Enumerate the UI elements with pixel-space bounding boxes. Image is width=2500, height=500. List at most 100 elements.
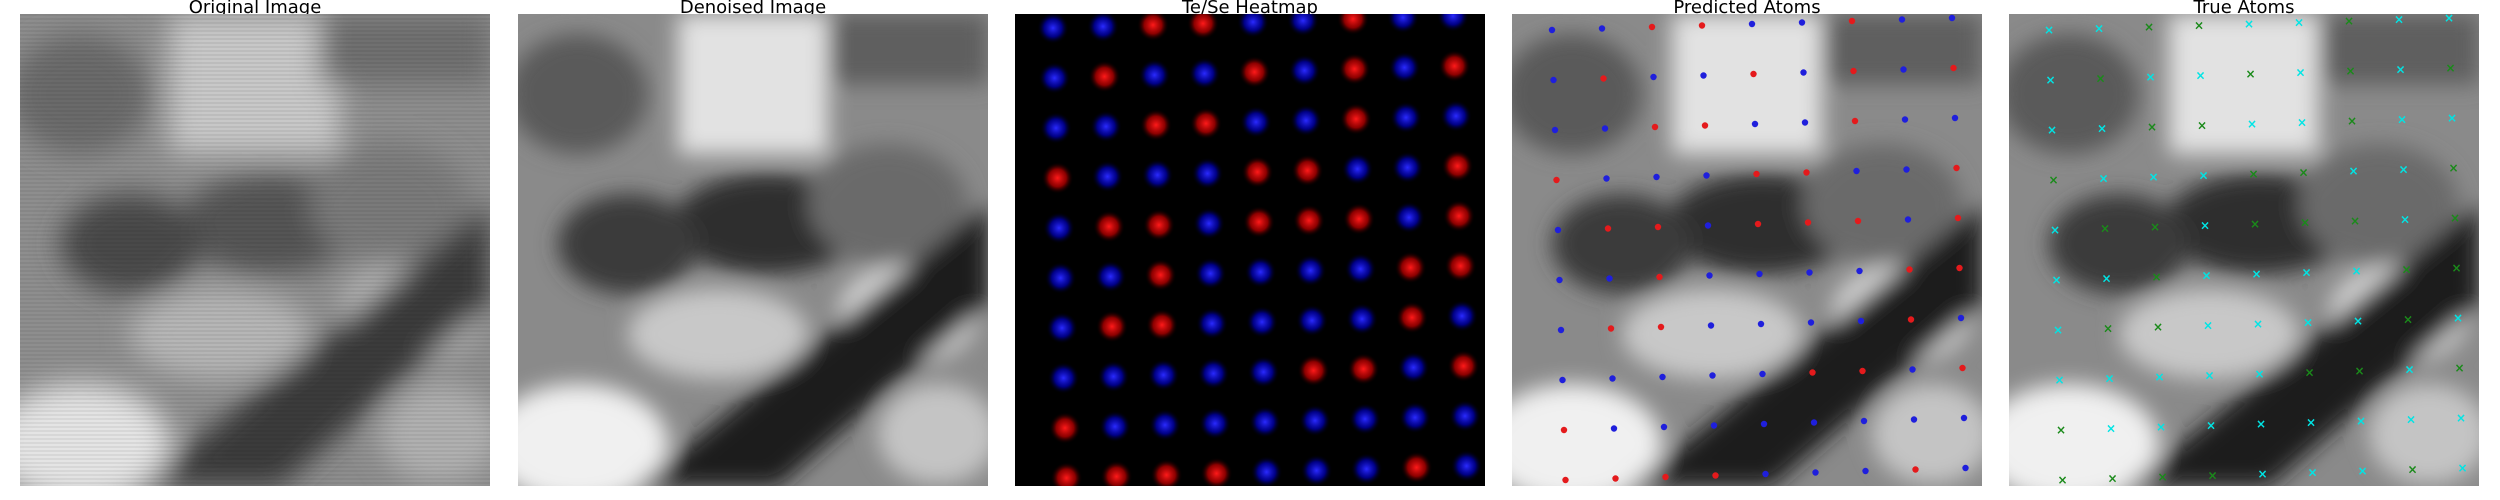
se-heatmap-spot (1294, 254, 1327, 287)
true-se-marker: × (2398, 163, 2408, 177)
te-heatmap-spot (1340, 103, 1372, 135)
true-se-marker: × (2254, 367, 2264, 381)
true-se-marker: × (2457, 461, 2467, 475)
predicted-te-marker (1607, 325, 1615, 332)
predicted-se-marker (1812, 469, 1819, 476)
true-se-marker: × (2050, 223, 2060, 237)
predicted-atom-markers (1548, 14, 1969, 484)
predicted-se-marker (1557, 326, 1565, 334)
predicted-te-marker (1648, 23, 1656, 31)
predicted-se-marker (1862, 467, 1869, 475)
predicted-te-marker (1754, 220, 1762, 228)
predicted-atoms-image (1512, 14, 1982, 486)
se-heatmap-spot (1044, 262, 1077, 294)
te-heatmap-spot (1144, 259, 1177, 291)
true-se-marker: × (2406, 413, 2416, 427)
true-se-marker: × (2397, 113, 2407, 127)
se-heatmap-spot (1138, 59, 1171, 91)
se-heatmap-spot (1387, 14, 1419, 34)
true-se-marker: × (2156, 420, 2166, 434)
te-heatmap-spot (1143, 209, 1175, 241)
true-se-marker: × (2353, 314, 2363, 328)
predicted-te-marker (1912, 466, 1919, 473)
denoised-image (518, 14, 988, 486)
predicted-se-marker (1759, 370, 1766, 378)
te-heatmap-spot (1137, 14, 1169, 41)
se-heatmap-spot (1391, 151, 1424, 184)
predicted-se-marker (1559, 376, 1566, 384)
true-se-marker: × (2307, 466, 2317, 480)
true-se-marker: × (2256, 417, 2266, 431)
predicted-te-marker (1848, 17, 1856, 25)
se-heatmap-spot (1388, 51, 1421, 84)
se-heatmap-spot (1450, 450, 1483, 482)
true-se-marker: × (2044, 23, 2054, 37)
te-heatmap-spot (1447, 350, 1480, 382)
true-se-marker: × (2351, 264, 2361, 278)
se-heatmap-spot (1199, 407, 1231, 440)
true-se-marker: × (2101, 272, 2111, 286)
predicted-se-marker (1801, 119, 1809, 126)
se-heatmap-spot (1393, 201, 1425, 234)
true-te-marker: × (2401, 263, 2411, 277)
true-te-marker: × (2250, 217, 2260, 231)
se-heatmap-spot (1240, 106, 1272, 138)
original-image (20, 14, 490, 486)
se-heatmap-spot (1390, 101, 1422, 134)
predicted-se-marker (1903, 166, 1910, 173)
te-heatmap-spot (1088, 60, 1121, 93)
se-heatmap-spot (1446, 300, 1478, 332)
true-se-marker: × (2195, 69, 2205, 83)
predicted-te-marker (1850, 67, 1857, 75)
predicted-se-marker (1603, 175, 1610, 182)
panel-original-image: Original Image (20, 0, 490, 486)
se-heatmap-spot (1346, 303, 1378, 335)
predicted-se-marker (1857, 317, 1865, 325)
true-te-marker: × (2344, 14, 2354, 28)
se-heatmap-spot (1087, 14, 1119, 43)
true-te-marker: × (2197, 119, 2207, 133)
te-heatmap-spot (1100, 460, 1133, 486)
se-heatmap-spot (1097, 360, 1130, 393)
predicted-te-marker (1954, 214, 1962, 222)
se-heatmap-spot (1147, 359, 1180, 391)
predicted-te-marker (1953, 164, 1960, 172)
true-te-marker: × (2157, 470, 2167, 484)
predicted-te-marker (1959, 364, 1966, 372)
predicted-se-marker (1806, 269, 1813, 276)
predicted-te-marker (1657, 323, 1665, 331)
predicted-se-marker (1751, 120, 1759, 128)
true-se-marker: × (2253, 317, 2263, 331)
se-heatmap-spot (1046, 312, 1078, 344)
true-se-marker: × (2104, 372, 2114, 386)
predicted-se-marker (1550, 76, 1557, 84)
predicted-se-marker (1856, 267, 1863, 275)
se-heatmap-spot (1344, 253, 1377, 285)
te-heatmap-spot (1243, 206, 1275, 238)
se-heatmap-spot (1290, 104, 1322, 137)
predicted-se-marker (1653, 173, 1660, 181)
true-te-marker: × (2194, 19, 2204, 33)
true-te-marker: × (2153, 320, 2163, 334)
true-se-marker: × (2054, 373, 2064, 387)
true-se-marker: × (2400, 213, 2410, 227)
panel-predicted-atoms: Predicted Atoms (1512, 0, 1982, 486)
se-heatmap-spot (1191, 157, 1224, 190)
te-heatmap-spot (1400, 451, 1433, 484)
predicted-se-marker (1606, 275, 1613, 282)
predicted-te-marker (1854, 217, 1862, 225)
true-te-marker: × (2056, 423, 2066, 437)
te-heatmap-spot (1140, 109, 1172, 141)
true-te-marker: × (2354, 364, 2364, 378)
true-te-marker: × (2403, 313, 2413, 327)
se-heatmap-spot (1040, 112, 1072, 144)
predicted-te-marker (1553, 176, 1560, 184)
true-se-marker: × (2444, 14, 2454, 25)
predicted-se-marker (1703, 172, 1710, 179)
se-heatmap-spot (1449, 400, 1481, 432)
true-te-marker: × (2347, 114, 2357, 128)
predicted-te-marker (1560, 426, 1568, 434)
predicted-se-marker (1909, 366, 1916, 373)
true-te-marker: × (2245, 67, 2255, 81)
predicted-se-marker (1556, 276, 1563, 284)
